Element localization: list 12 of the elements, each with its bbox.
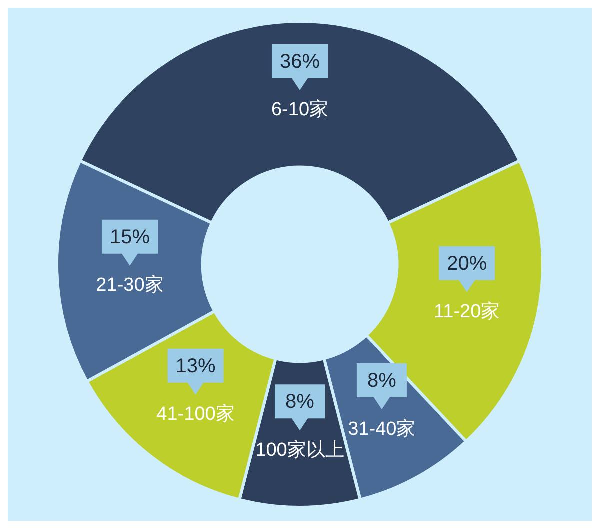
data-label: 15% (110, 226, 150, 248)
data-label: 36% (280, 50, 320, 73)
data-label: 13% (176, 355, 216, 378)
slice-label: 100家以上 (256, 438, 344, 461)
slice-label: 41-100家 (156, 403, 235, 426)
slice-label: 31-40家 (348, 418, 416, 440)
slice-label: 11-20家 (434, 300, 500, 323)
data-label: 8% (367, 370, 397, 392)
data-label: 8% (286, 391, 315, 414)
slice-label: 6-10家 (271, 98, 329, 121)
slice-label: 21-30家 (96, 274, 164, 296)
data-label: 20% (447, 252, 488, 275)
